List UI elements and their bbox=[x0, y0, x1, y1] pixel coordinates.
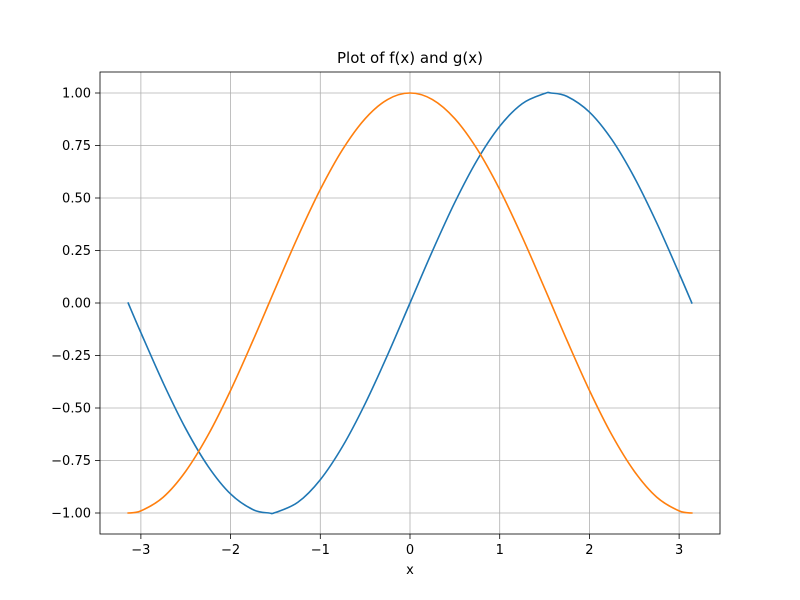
series-line-1 bbox=[127, 91, 693, 515]
series-line-2 bbox=[127, 92, 693, 514]
y-tick-label: −0.75 bbox=[51, 454, 91, 469]
x-tick-label: −3 bbox=[131, 543, 150, 558]
y-tick-label: 0.75 bbox=[62, 139, 91, 154]
y-tick-label: −0.50 bbox=[51, 402, 91, 417]
x-tick-label: 1 bbox=[496, 543, 504, 558]
y-tick-label: −0.25 bbox=[51, 349, 91, 364]
y-tick-label: 0.50 bbox=[62, 192, 91, 207]
y-tick-label: 0.25 bbox=[62, 244, 91, 259]
x-axis-label: x bbox=[406, 563, 414, 578]
y-tick-label: 1.00 bbox=[62, 87, 91, 102]
series-lines bbox=[127, 91, 693, 515]
x-tick-label: 2 bbox=[585, 543, 593, 558]
axis-ticks: −3 −2 −1 0 1 2 3 −1.00 −0.75 −0.50 −0.25 0.00 0.25 0.… bbox=[51, 87, 683, 559]
y-tick-label: 0.00 bbox=[62, 297, 91, 312]
x-tick-label: 3 bbox=[675, 543, 683, 558]
chart-title: Plot of f(x) and g(x) bbox=[337, 49, 483, 67]
x-tick-label: −1 bbox=[311, 543, 330, 558]
y-tick-label: −1.00 bbox=[51, 507, 91, 522]
x-tick-label: 0 bbox=[406, 543, 414, 558]
x-tick-label: −2 bbox=[221, 543, 240, 558]
